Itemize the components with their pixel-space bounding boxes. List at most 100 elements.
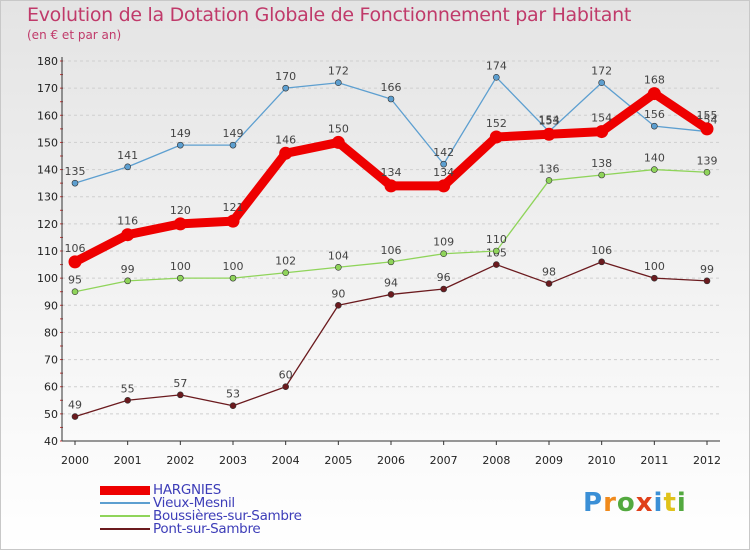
x-tick-label-2002: 2002 <box>166 454 194 467</box>
data-point-hargnies <box>647 87 661 101</box>
data-point-hargnies <box>700 122 714 136</box>
data-label-hargnies: 155 <box>697 109 718 122</box>
data-label-boussi-res-sur-sambre: 104 <box>328 249 349 262</box>
data-point-pont-sur-sambre <box>71 413 79 420</box>
data-label-vieux-mesnil: 156 <box>644 108 665 121</box>
data-point-pont-sur-sambre <box>282 383 289 391</box>
data-label-vieux-mesnil: 166 <box>381 81 402 94</box>
legend-swatch-pont-sur-sambre <box>100 528 150 530</box>
y-tick-label-140: 140 <box>37 164 58 177</box>
data-point-pont-sur-sambre <box>387 291 395 298</box>
data-point-pont-sur-sambre <box>335 301 342 309</box>
data-label-vieux-mesnil: 174 <box>486 59 507 72</box>
data-point-pont-sur-sambre <box>598 258 605 266</box>
data-point-pont-sur-sambre <box>703 277 711 285</box>
data-point-pont-sur-sambre <box>545 280 553 287</box>
data-label-pont-sur-sambre: 96 <box>437 271 451 284</box>
logo-letter: o <box>616 488 636 518</box>
data-point-boussi-res-sur-sambre <box>387 258 395 266</box>
data-point-vieux-mesnil <box>229 141 237 149</box>
data-label-pont-sur-sambre: 106 <box>591 244 612 257</box>
y-tick-label-130: 130 <box>37 191 58 204</box>
data-point-hargnies <box>226 214 240 228</box>
data-label-hargnies: 146 <box>275 133 296 146</box>
x-tick-label-2007: 2007 <box>430 454 458 467</box>
x-tick-label-2008: 2008 <box>482 454 510 467</box>
data-label-vieux-mesnil: 154 <box>539 114 560 127</box>
data-point-boussi-res-sur-sambre <box>651 166 658 173</box>
x-tick-label-2009: 2009 <box>535 454 563 467</box>
data-label-vieux-mesnil: 172 <box>591 65 612 78</box>
data-label-hargnies: 120 <box>170 204 191 217</box>
chart-subtitle: (en € et par an) <box>27 28 122 42</box>
data-point-vieux-mesnil <box>387 95 395 103</box>
logo-letter: x <box>635 488 654 518</box>
y-tick-label-70: 70 <box>44 354 58 367</box>
data-label-hargnies: 106 <box>65 242 86 255</box>
data-point-hargnies <box>384 179 398 193</box>
data-point-hargnies <box>121 228 135 242</box>
logo-letter: t <box>663 488 677 518</box>
data-point-pont-sur-sambre <box>177 391 184 399</box>
data-label-vieux-mesnil: 141 <box>117 149 138 162</box>
data-point-boussi-res-sur-sambre <box>229 274 237 282</box>
x-tick-label-2012: 2012 <box>693 454 721 467</box>
y-tick-label-50: 50 <box>44 408 58 421</box>
data-label-boussi-res-sur-sambre: 110 <box>486 233 507 246</box>
data-point-boussi-res-sur-sambre <box>71 288 79 296</box>
y-tick-label-80: 80 <box>44 326 58 339</box>
data-label-hargnies: 154 <box>591 112 612 125</box>
data-label-hargnies: 152 <box>486 117 507 130</box>
data-label-hargnies: 134 <box>433 166 454 179</box>
data-label-boussi-res-sur-sambre: 138 <box>591 157 612 170</box>
logo-letter: r <box>603 488 617 518</box>
data-point-hargnies <box>173 217 187 231</box>
data-label-pont-sur-sambre: 99 <box>700 263 714 276</box>
proxiti-logo: Proxiti <box>583 488 687 518</box>
data-label-pont-sur-sambre: 57 <box>173 377 187 390</box>
data-label-pont-sur-sambre: 100 <box>644 260 665 273</box>
data-label-hargnies: 134 <box>381 166 402 179</box>
data-point-vieux-mesnil <box>651 122 658 130</box>
data-point-vieux-mesnil <box>282 84 289 92</box>
data-point-hargnies <box>331 135 345 149</box>
data-label-pont-sur-sambre: 94 <box>384 276 398 289</box>
x-tick-label-2003: 2003 <box>219 454 247 467</box>
data-point-vieux-mesnil <box>493 73 500 81</box>
data-label-vieux-mesnil: 170 <box>275 70 296 83</box>
data-point-boussi-res-sur-sambre <box>598 171 605 179</box>
x-tick-label-2000: 2000 <box>61 454 89 467</box>
data-label-boussi-res-sur-sambre: 100 <box>223 260 244 273</box>
x-tick-label-2006: 2006 <box>377 454 405 467</box>
data-point-boussi-res-sur-sambre <box>703 168 711 176</box>
data-label-boussi-res-sur-sambre: 106 <box>381 244 402 257</box>
data-point-pont-sur-sambre <box>493 261 500 268</box>
data-label-vieux-mesnil: 135 <box>65 165 86 178</box>
data-point-pont-sur-sambre <box>124 396 131 404</box>
legend-swatch-boussi-res-sur-sambre <box>100 515 150 517</box>
data-label-boussi-res-sur-sambre: 100 <box>170 260 191 273</box>
data-label-boussi-res-sur-sambre: 139 <box>697 154 718 167</box>
chart-title: Evolution de la Dotation Globale de Fonc… <box>27 4 632 26</box>
logo-letter: P <box>583 488 604 518</box>
y-tick-label-40: 40 <box>44 435 58 448</box>
x-tick-label-2004: 2004 <box>272 454 300 467</box>
data-point-hargnies <box>489 130 503 144</box>
data-point-boussi-res-sur-sambre <box>124 277 131 285</box>
data-point-vieux-mesnil <box>71 179 79 187</box>
data-point-pont-sur-sambre <box>229 402 237 410</box>
data-point-boussi-res-sur-sambre <box>177 274 184 282</box>
legend-swatch-hargnies <box>100 486 150 495</box>
data-label-boussi-res-sur-sambre: 102 <box>275 255 296 268</box>
series-vieux-mesnil: 135 141 149 149 170 172 166 142 174 154 172 156 154 <box>65 59 718 187</box>
logo-letter: i <box>653 488 664 518</box>
data-point-hargnies <box>542 127 556 141</box>
data-point-hargnies <box>279 146 293 160</box>
legend-label-hargnies: HARGNIES <box>153 482 222 498</box>
data-label-pont-sur-sambre: 60 <box>279 369 293 382</box>
x-tick-label-2010: 2010 <box>588 454 616 467</box>
data-label-pont-sur-sambre: 98 <box>542 266 556 279</box>
